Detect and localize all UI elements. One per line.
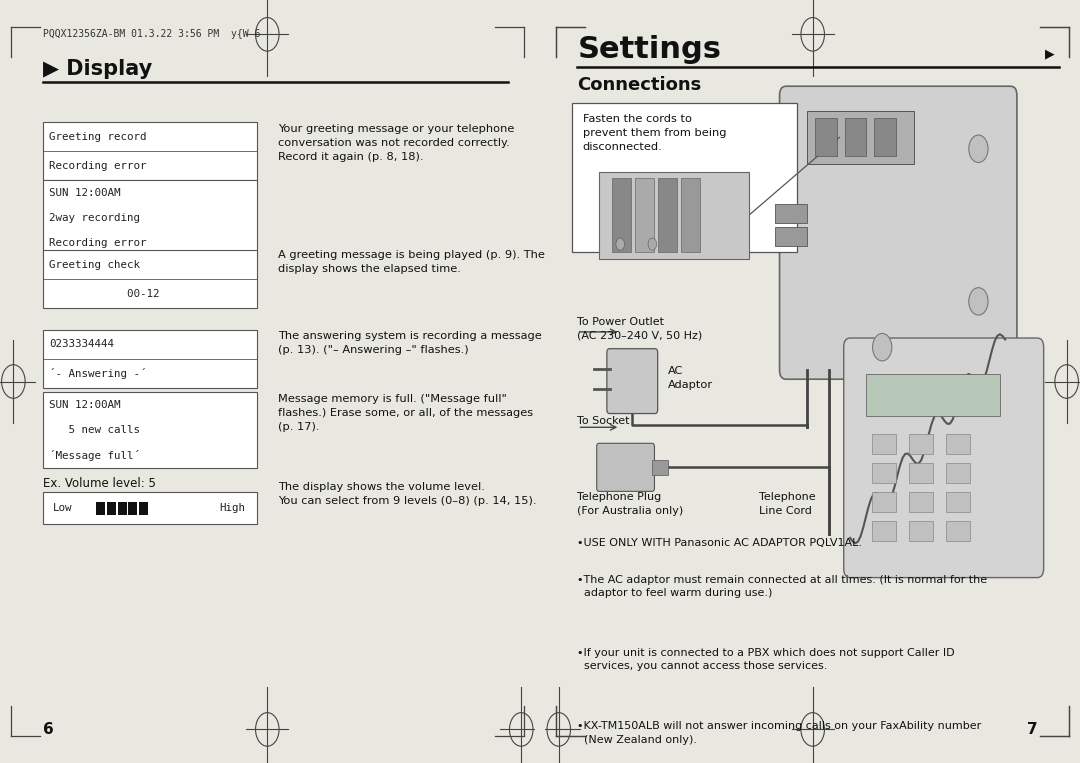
FancyBboxPatch shape	[780, 86, 1017, 379]
FancyBboxPatch shape	[843, 338, 1043, 578]
Bar	[43, 392, 257, 468]
Text: Recording error: Recording error	[50, 160, 147, 171]
Text: Recording error: Recording error	[50, 238, 147, 248]
Text: Low: Low	[53, 503, 72, 513]
Circle shape	[969, 288, 988, 315]
Text: Message memory is full. ("Message full"
flashes.) Erase some, or all, of the mes: Message memory is full. ("Message full" …	[278, 394, 534, 432]
Text: Greeting check: Greeting check	[50, 259, 140, 270]
Bar	[872, 434, 895, 454]
FancyBboxPatch shape	[597, 443, 654, 491]
Bar	[872, 492, 895, 512]
Bar	[872, 521, 895, 541]
Bar	[946, 434, 971, 454]
Bar	[845, 118, 866, 156]
Text: 6: 6	[43, 722, 54, 737]
Text: The display shows the volume level.
You can select from 9 levels (0–8) (p. 14, 1: The display shows the volume level. You …	[278, 482, 537, 506]
Text: ´- Answering -´: ´- Answering -´	[50, 368, 147, 378]
Text: 7: 7	[1026, 722, 1037, 737]
Text: SUN 12:00AM: SUN 12:00AM	[50, 400, 121, 410]
Bar	[139, 502, 148, 515]
Text: To Socket: To Socket	[578, 416, 630, 426]
Bar	[775, 227, 808, 246]
Text: •The AC adaptor must remain connected at all times. (It is normal for the
  adap: •The AC adaptor must remain connected at…	[578, 575, 987, 598]
Bar	[909, 521, 933, 541]
Bar	[658, 178, 677, 252]
Text: 2way recording: 2way recording	[50, 213, 140, 223]
Bar	[681, 178, 700, 252]
Bar	[866, 374, 1000, 416]
Text: •KX-TM150ALB will not answer incoming calls on your FaxAbility number
  (New Zea: •KX-TM150ALB will not answer incoming ca…	[578, 721, 982, 745]
Bar	[107, 502, 116, 515]
Text: Connections: Connections	[578, 76, 702, 95]
Text: Your greeting message or your telephone
conversation was not recorded correctly.: Your greeting message or your telephone …	[278, 124, 514, 162]
Bar	[129, 502, 137, 515]
Bar	[118, 502, 126, 515]
Bar	[635, 178, 653, 252]
Text: Settings: Settings	[578, 35, 721, 64]
Text: ▶ Display: ▶ Display	[43, 59, 152, 79]
Text: 5 new calls: 5 new calls	[50, 425, 140, 435]
Text: A greeting message is being played (p. 9). The
display shows the elapsed time.: A greeting message is being played (p. 9…	[278, 250, 545, 274]
Text: Greeting record: Greeting record	[50, 131, 147, 142]
Bar	[775, 204, 808, 223]
Text: To Power Outlet
(AC 230–240 V, 50 Hz): To Power Outlet (AC 230–240 V, 50 Hz)	[578, 317, 703, 340]
Text: High: High	[219, 503, 245, 513]
Circle shape	[873, 333, 892, 361]
Bar	[652, 459, 669, 475]
Circle shape	[616, 238, 624, 250]
Bar	[808, 111, 915, 164]
Bar	[909, 434, 933, 454]
Bar	[43, 122, 257, 180]
Bar	[96, 502, 106, 515]
Circle shape	[648, 238, 657, 250]
Bar	[946, 463, 971, 483]
Text: PQQX12356ZA-BM 01.3.22 3:56 PM  y{W 6: PQQX12356ZA-BM 01.3.22 3:56 PM y{W 6	[43, 29, 260, 40]
Bar	[874, 118, 895, 156]
Text: SUN 12:00AM: SUN 12:00AM	[50, 188, 121, 198]
Bar	[43, 492, 257, 524]
Bar	[43, 330, 257, 388]
Bar	[43, 250, 257, 308]
Text: AC
Adaptor: AC Adaptor	[669, 366, 714, 390]
Bar	[572, 103, 797, 252]
Text: Telephone Plug
(For Australia only): Telephone Plug (For Australia only)	[578, 492, 684, 516]
Bar	[946, 492, 971, 512]
Text: The answering system is recording a message
(p. 13). ("– Answering –" flashes.): The answering system is recording a mess…	[278, 331, 542, 355]
Bar	[43, 180, 257, 256]
Text: Ex. Volume level: 5: Ex. Volume level: 5	[43, 477, 156, 490]
Text: •If your unit is connected to a PBX which does not support Caller ID
  services,: •If your unit is connected to a PBX whic…	[578, 648, 955, 671]
Bar	[909, 492, 933, 512]
Text: 00-12: 00-12	[50, 288, 160, 299]
Bar	[612, 178, 631, 252]
Text: ▶: ▶	[1045, 47, 1055, 60]
Bar	[598, 172, 748, 259]
Bar	[946, 521, 971, 541]
Text: Fasten the cords to
prevent them from being
disconnected.: Fasten the cords to prevent them from be…	[583, 114, 727, 153]
FancyBboxPatch shape	[607, 349, 658, 414]
Bar	[909, 463, 933, 483]
Text: 0233334444: 0233334444	[50, 339, 114, 349]
Text: •USE ONLY WITH Panasonic AC ADAPTOR PQLV1AL.: •USE ONLY WITH Panasonic AC ADAPTOR PQLV…	[578, 538, 863, 548]
Text: ´Message full´: ´Message full´	[50, 449, 140, 461]
Text: Telephone
Line Cord: Telephone Line Cord	[759, 492, 815, 516]
Circle shape	[969, 135, 988, 163]
Bar	[872, 463, 895, 483]
Bar	[815, 118, 837, 156]
